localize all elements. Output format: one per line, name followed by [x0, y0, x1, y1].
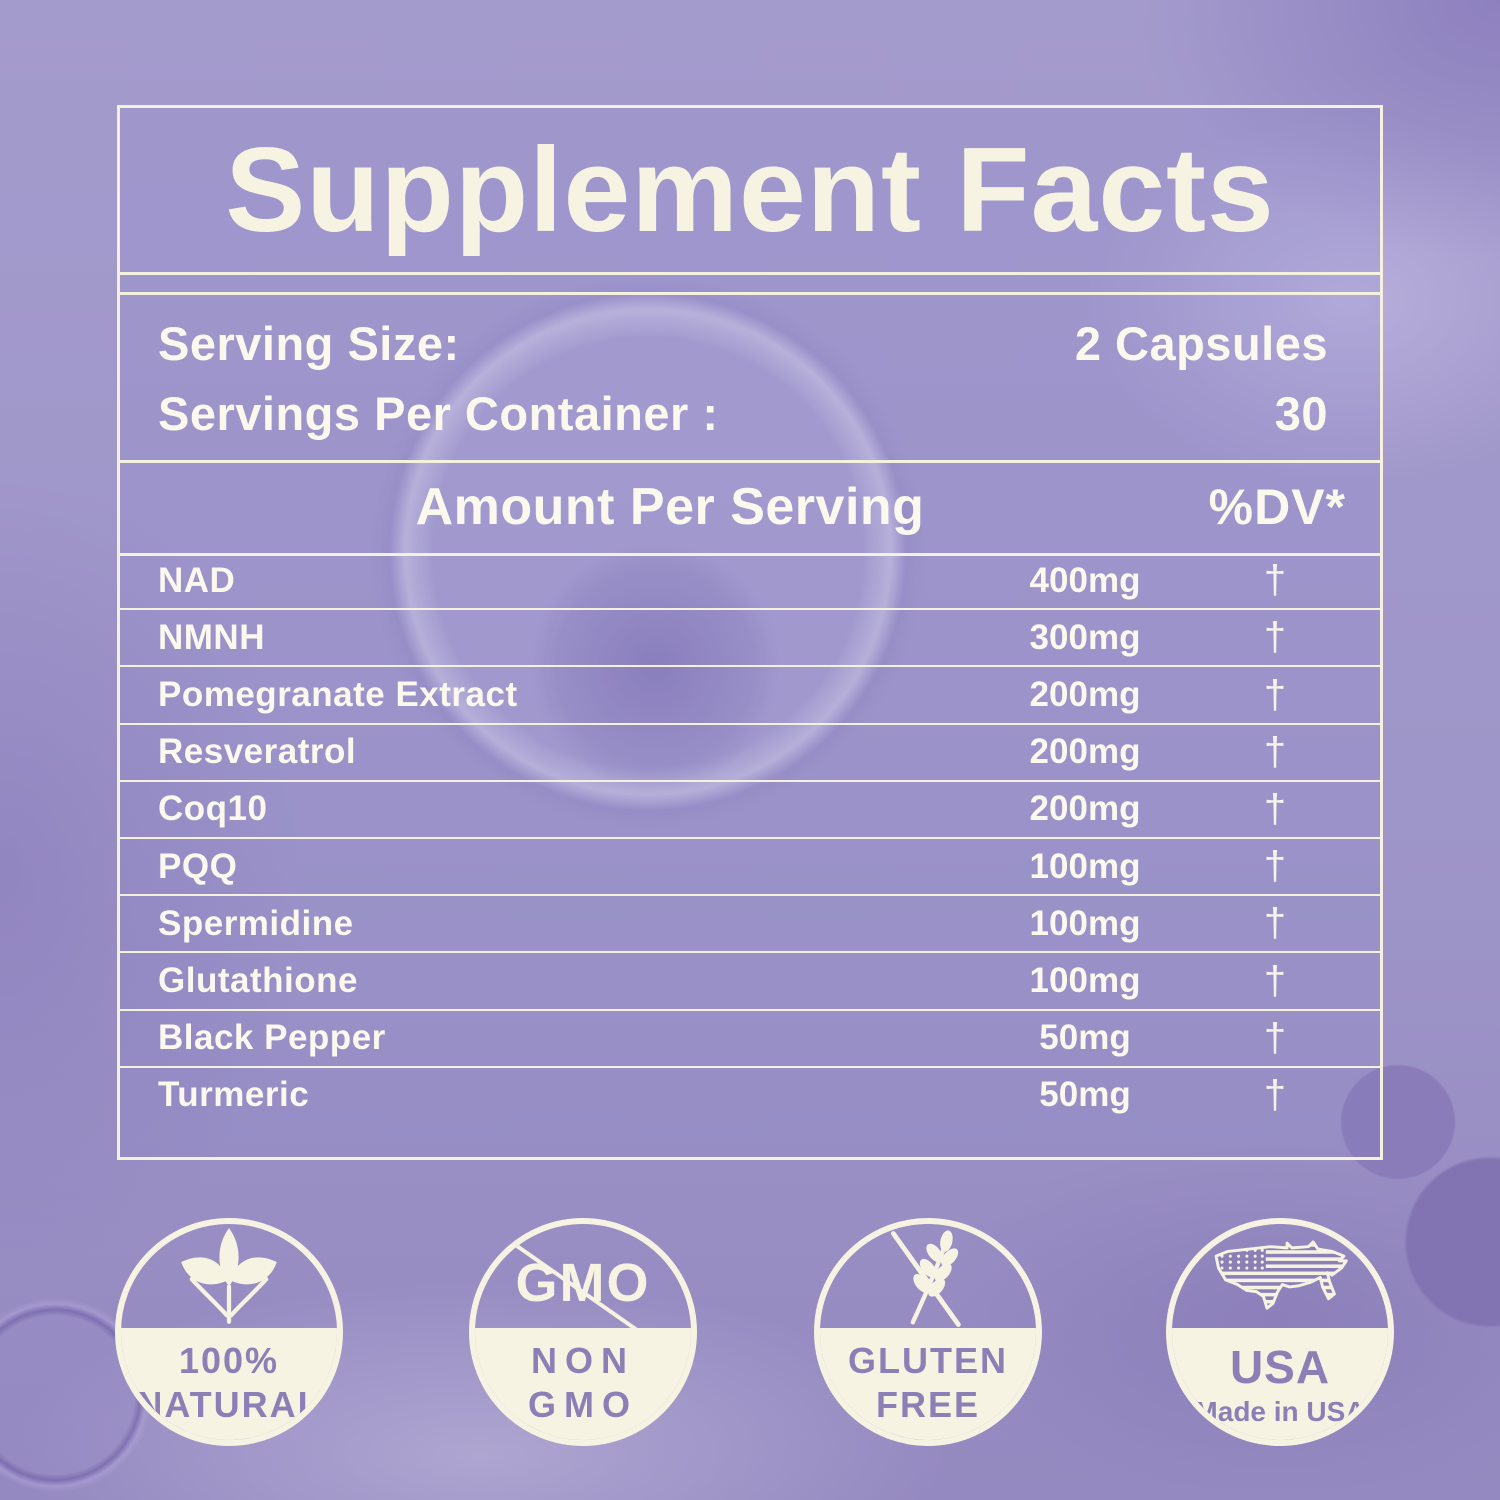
percent-dv-header: %DV* [1208, 478, 1346, 535]
dv-dagger: † [1263, 672, 1287, 717]
divider [120, 292, 1380, 295]
page-title: Supplement Facts [225, 123, 1275, 257]
table-row: Black Pepper 50mg † [120, 1011, 1380, 1068]
badge-icon-area [820, 1224, 1036, 1328]
supplement-facts-panel: Supplement Facts Serving Size: 2 Capsule… [117, 105, 1383, 1160]
badge-text-area: GLUTEN FREE [820, 1327, 1036, 1440]
dv-dagger: † [1263, 729, 1287, 774]
ingredient-name: Glutathione [158, 961, 358, 1001]
ingredient-amount: 200mg [1029, 732, 1141, 772]
badge-non-gmo: GMO NON GMO [469, 1218, 697, 1446]
badge-icon-area [121, 1224, 337, 1328]
wheat-crossed-icon [890, 1230, 961, 1327]
servings-per-container-row: Servings Per Container : 30 [120, 378, 1380, 448]
ingredient-amount: 200mg [1029, 789, 1141, 829]
ingredient-name: Black Pepper [158, 1018, 386, 1058]
dv-dagger: † [1263, 1015, 1287, 1060]
badge-text-area: 100% NATURAL [121, 1327, 337, 1440]
ingredient-name: PQQ [158, 846, 238, 886]
badge-line2: NATURAL [136, 1383, 322, 1425]
ingredient-name: Pomegranate Extract [158, 675, 518, 714]
badge-100-natural: 100% NATURAL [115, 1218, 343, 1446]
badge-line2: Made in USA [1194, 1395, 1366, 1427]
ingredient-name: NAD [158, 560, 236, 600]
table-row: NAD 400mg † [120, 553, 1380, 611]
badge-text-area: NON GMO [475, 1327, 691, 1440]
table-row: Coq10 200mg † [120, 782, 1380, 840]
badge-line1: NON [531, 1339, 635, 1381]
badge-line1: USA [1229, 1340, 1331, 1393]
dv-dagger: † [1263, 558, 1287, 603]
serving-size-row: Serving Size: 2 Capsules [120, 308, 1380, 378]
badge-icon-area [1172, 1224, 1388, 1328]
badge-line1: GLUTEN [848, 1339, 1008, 1381]
servings-per-container-value: 30 [1274, 386, 1328, 440]
ingredient-table: NAD 400mg † NMNH 300mg † Pomegranate Extract… [120, 553, 1380, 1123]
ingredient-name: NMNH [158, 617, 265, 657]
ingredient-name: Coq10 [158, 789, 268, 829]
badge-made-in-usa: USA Made in USA [1166, 1218, 1394, 1446]
divider [120, 460, 1380, 463]
badge-gluten-free: GLUTEN FREE [814, 1218, 1042, 1446]
dv-dagger: † [1263, 958, 1287, 1003]
ingredient-amount: 100mg [1029, 903, 1141, 943]
ingredient-name: Resveratrol [158, 732, 357, 772]
ingredient-amount: 300mg [1029, 617, 1141, 657]
ingredient-amount: 100mg [1029, 961, 1141, 1001]
amount-per-serving-header: Amount Per Serving [415, 477, 925, 536]
table-row: Pomegranate Extract 200mg † [120, 667, 1380, 725]
dv-dagger: † [1263, 615, 1287, 660]
badge-line2: FREE [875, 1383, 980, 1425]
table-row: NMNH 300mg † [120, 610, 1380, 668]
dv-dagger: † [1263, 901, 1287, 946]
divider [120, 272, 1380, 275]
dv-dagger: † [1263, 786, 1287, 831]
badge-line1: 100% [178, 1339, 280, 1381]
ingredient-name: Turmeric [158, 1075, 310, 1115]
serving-section: Serving Size: 2 Capsules Servings Per Co… [120, 296, 1380, 460]
ingredient-amount: 200mg [1029, 675, 1141, 714]
badge-text-area: USA Made in USA [1172, 1327, 1388, 1440]
table-row: Glutathione 100mg † [120, 953, 1380, 1011]
dv-dagger: † [1263, 1072, 1287, 1117]
ingredient-name: Spermidine [158, 903, 354, 943]
table-row: Turmeric 50mg † [120, 1068, 1380, 1123]
ingredient-amount: 100mg [1029, 846, 1141, 886]
serving-size-value: 2 Capsules [1074, 316, 1328, 370]
ingredient-amount: 50mg [1039, 1018, 1131, 1058]
dv-dagger: † [1263, 844, 1287, 889]
usa-map-flag-icon [1214, 1240, 1348, 1310]
badge-line2: GMO [528, 1383, 638, 1425]
divider [120, 553, 1380, 556]
serving-size-label: Serving Size: [158, 316, 460, 370]
ingredient-amount: 400mg [1029, 560, 1141, 600]
table-row: Resveratrol 200mg † [120, 725, 1380, 782]
table-row: PQQ 100mg † [120, 839, 1380, 897]
leaves-icon [181, 1227, 277, 1324]
ingredient-amount: 50mg [1039, 1075, 1131, 1115]
table-row: Spermidine 100mg † [120, 896, 1380, 954]
table-header: Amount Per Serving %DV* [120, 460, 1380, 553]
servings-per-container-label: Servings Per Container : [158, 386, 719, 440]
badge-icon-area: GMO [475, 1224, 691, 1356]
